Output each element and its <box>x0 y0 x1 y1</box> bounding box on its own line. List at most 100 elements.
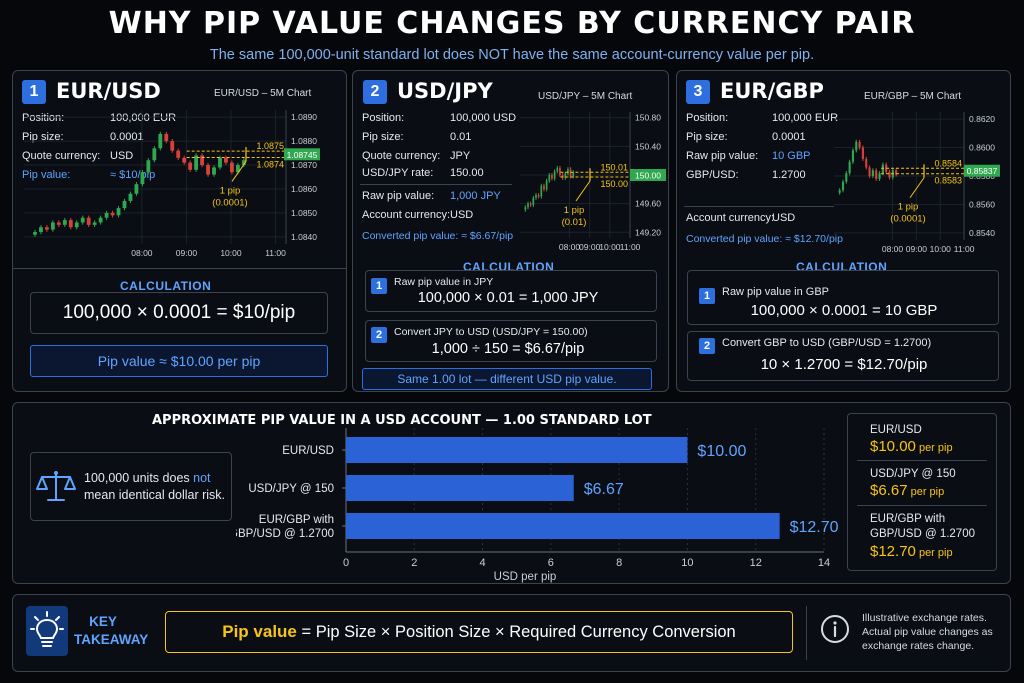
candle <box>561 175 564 178</box>
info-label: Position: <box>362 112 405 124</box>
takeaway-divider <box>806 606 807 660</box>
x-tick-label: 0 <box>343 557 349 569</box>
x-tick-label: 09:00 <box>579 242 601 252</box>
candle <box>128 193 133 201</box>
candle <box>182 157 187 163</box>
summary-pair: EUR/GBP with GBP/USD @ 1.2700 <box>870 513 975 540</box>
formula-text: 100,000 × 0.0001 = $10/pip <box>62 302 296 323</box>
candle <box>559 167 561 175</box>
step-number: 2 <box>371 327 387 343</box>
pip-annotation: 1 pip <box>564 205 585 216</box>
bar <box>346 513 780 539</box>
x-tick-label: 10:00 <box>599 242 621 252</box>
candle <box>218 157 222 168</box>
candle <box>529 203 532 206</box>
candle <box>194 155 199 170</box>
summary-divider <box>857 505 987 506</box>
raw-pip-value: 10 GBP <box>772 150 811 162</box>
x-tick-label: 14 <box>818 557 830 569</box>
x-tick-label: 10:00 <box>930 244 952 254</box>
pip-annotation: (0.01) <box>562 217 587 228</box>
candle <box>241 160 246 166</box>
takeaway-panel <box>12 594 1011 672</box>
pip-level-label: 0.8583 <box>934 176 962 186</box>
candle <box>92 222 97 225</box>
candle <box>45 227 49 230</box>
summary-box <box>847 413 997 571</box>
info-value: USD <box>772 212 796 224</box>
info-label: Position: <box>686 112 729 124</box>
pip-level-label: 0.8584 <box>934 158 962 168</box>
step-formula: 100,000 × 0.0001 = 10 GBP <box>750 302 938 319</box>
candle <box>104 212 109 218</box>
takeaway-formula-box <box>165 611 793 653</box>
formula-box <box>30 292 328 334</box>
raw-pip-value: 1,000 JPY <box>450 190 501 202</box>
usdjpy-mini-chart: 150.80 150.40 150.00 149.60 149.20 08:0009:00… <box>520 112 666 252</box>
candle <box>838 190 841 193</box>
info-value: USD <box>110 150 134 162</box>
info-label: Raw pip value: <box>362 190 435 202</box>
x-tick-label: 08:00 <box>559 242 581 252</box>
info-value: 0.0001 <box>110 131 144 143</box>
divider <box>13 268 346 269</box>
takeaway-formula: Pip value = Pip Size × Position Size × R… <box>165 622 793 642</box>
takeaway-formula-rest: = Pip Size × Position Size × Required Cu… <box>296 623 736 641</box>
info-label: Account currency: <box>362 209 451 221</box>
candle <box>80 217 85 223</box>
info-label: Pip size: <box>362 131 404 143</box>
y-tick-label: 150.40 <box>635 141 661 151</box>
info-label: Pip size: <box>686 131 728 143</box>
step-label: Convert GBP to USD (GBP/USD = 1.2700) <box>722 337 932 349</box>
candle <box>146 160 151 173</box>
calculation-heading: CALCULATION <box>120 279 212 293</box>
info-value: 100,000 EUR <box>772 112 839 124</box>
risk-note-box <box>30 452 232 521</box>
pair-title: EUR/USD <box>56 79 161 103</box>
x-tick-label: 10:00 <box>220 248 242 258</box>
x-tick-label: 11:00 <box>954 244 975 254</box>
x-tick-label: 8 <box>616 557 622 569</box>
step-box <box>687 331 999 381</box>
candle <box>841 181 845 191</box>
disclaimer-note: Illustrative exchange rates. Actual pip … <box>862 612 993 652</box>
candle <box>535 195 537 198</box>
info-label: USD/JPY rate: <box>362 167 434 179</box>
price-tag <box>284 148 320 161</box>
risk-note-line2: mean identical dollar risk. <box>84 488 226 502</box>
info-value: 0.0001 <box>772 131 806 143</box>
pip-level-label: 150.01 <box>600 162 628 172</box>
candle <box>200 155 204 166</box>
step-number: 1 <box>371 278 387 294</box>
price-tag <box>964 164 1000 177</box>
candle <box>851 150 855 162</box>
price-tag-label: 0.85837 <box>967 166 998 176</box>
candle <box>235 165 240 173</box>
chart-title: EUR/USD – 5M Chart <box>214 88 312 99</box>
pair-title: USD/JPY <box>397 79 493 103</box>
bar <box>346 475 574 501</box>
x-axis-label: USD per pip <box>494 571 557 583</box>
step-box <box>365 270 657 312</box>
y-tick-label: 149.60 <box>635 199 661 209</box>
y-tick-label: 0.8560 <box>969 199 995 209</box>
summary-value: $6.67 per pip <box>870 482 945 499</box>
pip-level-label: 1.0875 <box>256 141 284 151</box>
takeaway-formula-lead: Pip value <box>222 622 297 641</box>
y-tick-label: 1.0850 <box>291 208 317 218</box>
candle <box>176 150 181 158</box>
candle <box>543 185 545 190</box>
candle <box>895 170 898 175</box>
candle <box>134 184 139 194</box>
candle <box>527 203 529 208</box>
price-tag-label: 150.00 <box>635 171 661 181</box>
converted-pip-value: Converted pip value: ≈ $12.70/pip <box>686 233 843 245</box>
y-tick-label: 0.8540 <box>969 228 995 238</box>
price-tag-label: 1.08745 <box>287 150 318 160</box>
candle <box>858 141 861 148</box>
candle <box>875 170 878 179</box>
scales-icon <box>36 471 76 501</box>
candle <box>39 227 43 233</box>
pip-annotation: 1 pip <box>898 202 919 213</box>
converted-pip-value: Converted pip value: ≈ $6.67/pip <box>362 230 514 242</box>
